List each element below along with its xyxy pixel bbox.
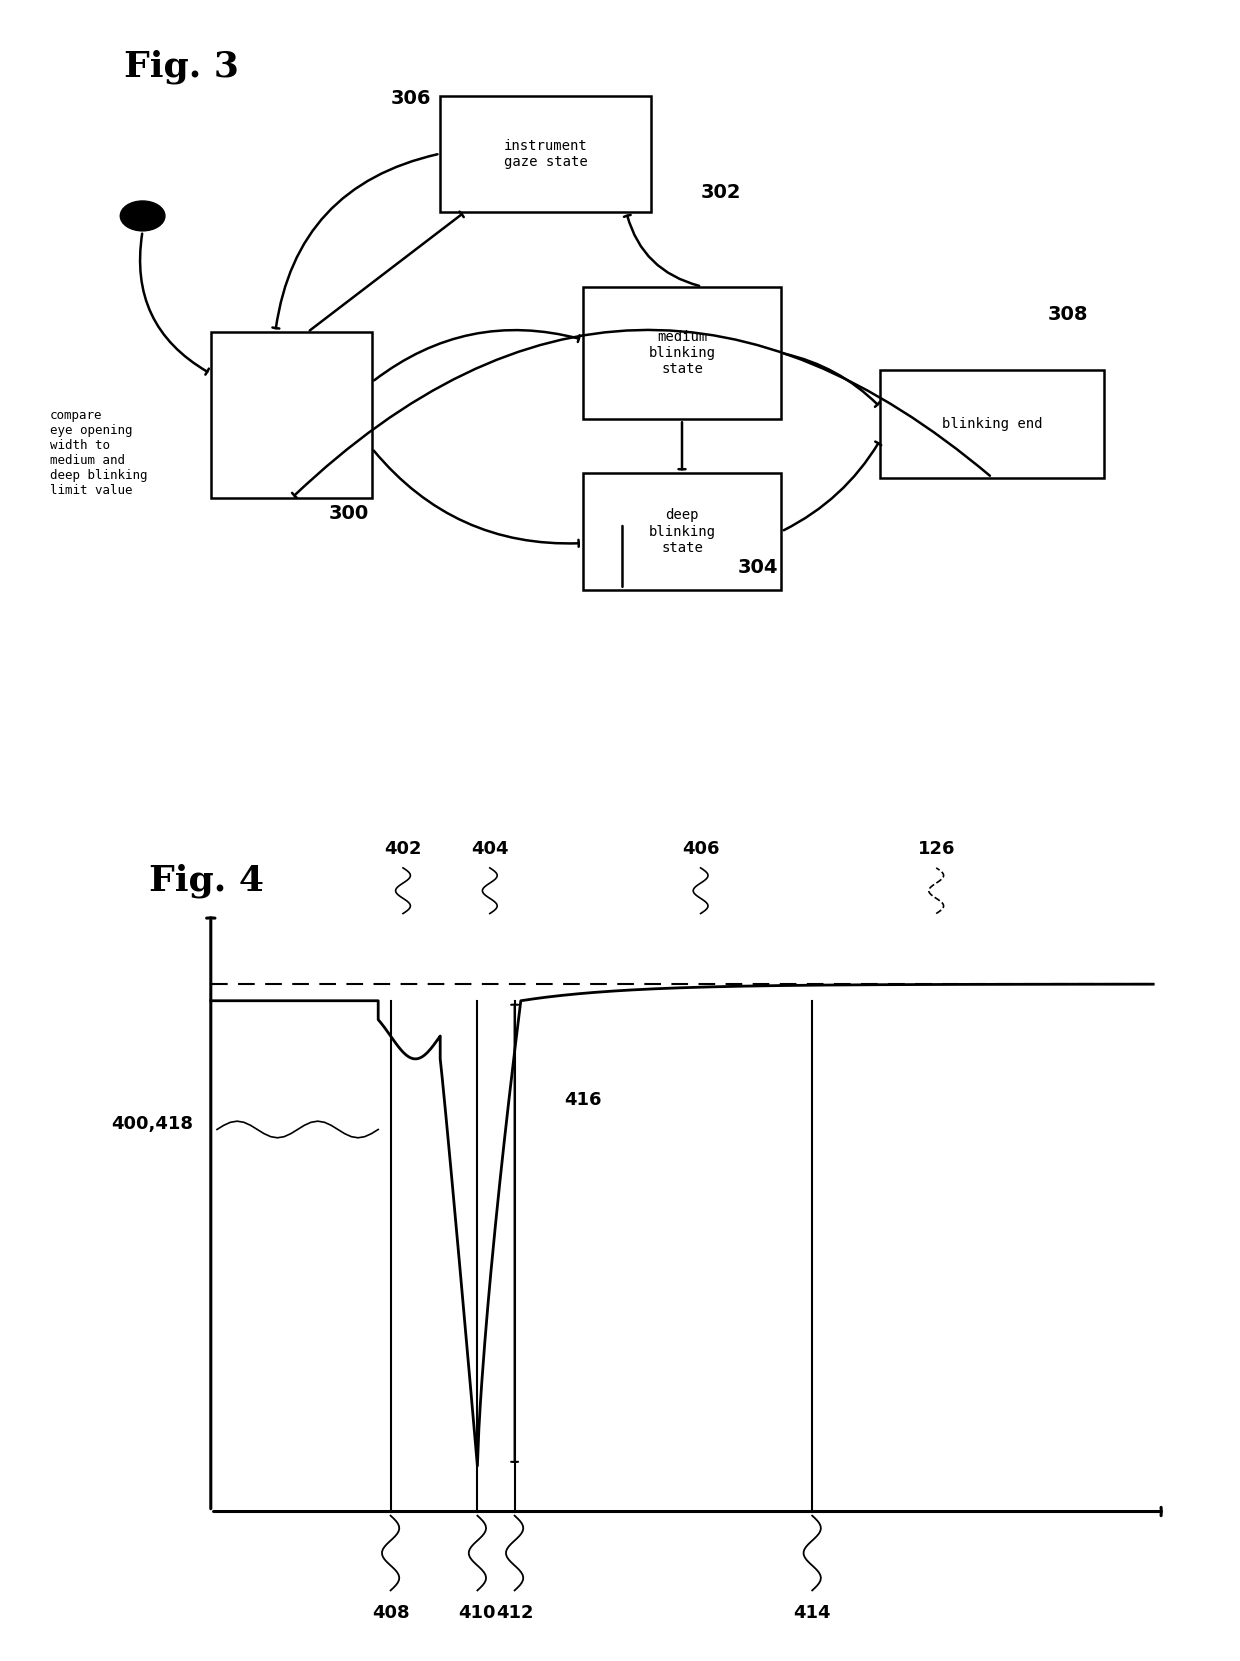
Text: deep
blinking
state: deep blinking state — [649, 508, 715, 555]
Text: instrument
gaze state: instrument gaze state — [503, 138, 588, 169]
Text: 402: 402 — [384, 840, 422, 857]
Text: 126: 126 — [918, 840, 955, 857]
Text: 302: 302 — [701, 183, 742, 201]
FancyBboxPatch shape — [583, 473, 781, 590]
Text: medium
blinking
state: medium blinking state — [649, 331, 715, 375]
Text: Fig. 3: Fig. 3 — [124, 50, 239, 85]
Text: 414: 414 — [794, 1605, 831, 1621]
Text: 306: 306 — [391, 88, 432, 108]
Text: 304: 304 — [738, 558, 779, 576]
Text: 406: 406 — [682, 840, 719, 857]
Text: 308: 308 — [1048, 304, 1089, 324]
FancyBboxPatch shape — [583, 286, 781, 420]
Text: compare
eye opening
width to
medium and
deep blinking
limit value: compare eye opening width to medium and … — [50, 409, 148, 497]
Text: blinking end: blinking end — [941, 417, 1043, 430]
Text: 416: 416 — [564, 1091, 601, 1108]
Text: 404: 404 — [471, 840, 508, 857]
Text: 408: 408 — [372, 1605, 409, 1621]
Text: 412: 412 — [496, 1605, 533, 1621]
FancyBboxPatch shape — [211, 332, 372, 498]
Text: 400,418: 400,418 — [112, 1116, 193, 1133]
FancyBboxPatch shape — [440, 96, 651, 213]
Text: Fig. 4: Fig. 4 — [149, 864, 264, 899]
Circle shape — [120, 201, 165, 231]
Text: 410: 410 — [459, 1605, 496, 1621]
FancyBboxPatch shape — [880, 370, 1104, 478]
Text: 300: 300 — [329, 503, 368, 523]
